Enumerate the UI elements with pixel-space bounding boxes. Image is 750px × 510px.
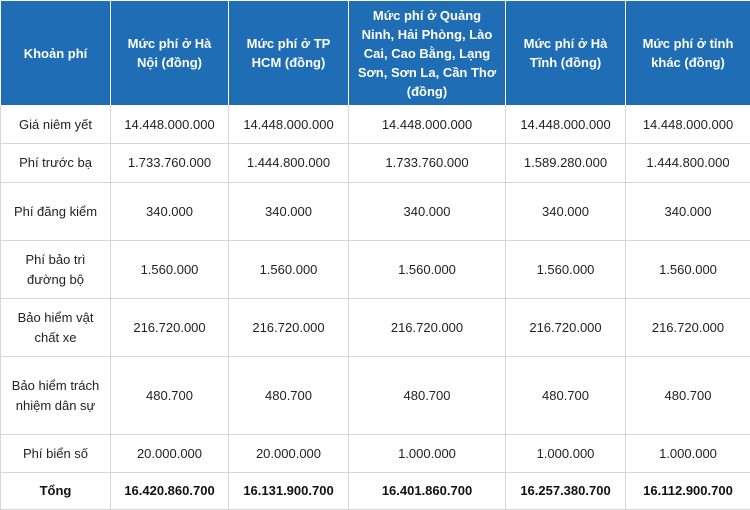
table-cell: 14.448.000.000: [506, 106, 626, 144]
table-row: Phí bảo trì đường bộ 1.560.000 1.560.000…: [1, 241, 750, 299]
row-label: Phí đăng kiểm: [1, 183, 111, 241]
table-cell: 480.700: [229, 357, 349, 435]
table-cell: 20.000.000: [229, 435, 349, 473]
table-cell: 1.733.760.000: [111, 144, 229, 183]
table-cell: 1.444.800.000: [626, 144, 750, 183]
table-cell: 1.560.000: [111, 241, 229, 299]
table-cell: 216.720.000: [229, 299, 349, 357]
table-cell: 20.000.000: [111, 435, 229, 473]
header-quang-ninh-group: Mức phí ở Quảng Ninh, Hải Phòng, Lào Cai…: [349, 1, 506, 106]
header-row: Khoản phí Mức phí ở Hà Nội (đồng) Mức ph…: [1, 1, 750, 106]
table-cell: 14.448.000.000: [229, 106, 349, 144]
table-cell: 1.733.760.000: [349, 144, 506, 183]
table-cell: 1.000.000: [506, 435, 626, 473]
table-cell: 1.000.000: [626, 435, 750, 473]
table-cell: 14.448.000.000: [111, 106, 229, 144]
header-ha-tinh: Mức phí ở Hà Tĩnh (đồng): [506, 1, 626, 106]
row-label: Giá niêm yết: [1, 106, 111, 144]
header-other-provinces: Mức phí ở tỉnh khác (đồng): [626, 1, 750, 106]
table-cell: 1.560.000: [626, 241, 750, 299]
total-cell: 16.257.380.700: [506, 473, 626, 510]
table-cell: 480.700: [349, 357, 506, 435]
header-fee-type: Khoản phí: [1, 1, 111, 106]
table-cell: 340.000: [229, 183, 349, 241]
total-cell: 16.401.860.700: [349, 473, 506, 510]
table-row: Bảo hiểm vật chất xe 216.720.000 216.720…: [1, 299, 750, 357]
total-row: Tổng 16.420.860.700 16.131.900.700 16.40…: [1, 473, 750, 510]
total-cell: 16.131.900.700: [229, 473, 349, 510]
header-ha-noi: Mức phí ở Hà Nội (đồng): [111, 1, 229, 106]
total-label: Tổng: [1, 473, 111, 510]
table-row: Phí biển số 20.000.000 20.000.000 1.000.…: [1, 435, 750, 473]
table-cell: 340.000: [349, 183, 506, 241]
total-cell: 16.420.860.700: [111, 473, 229, 510]
table-cell: 480.700: [506, 357, 626, 435]
table-cell: 1.589.280.000: [506, 144, 626, 183]
table-row: Phí đăng kiểm 340.000 340.000 340.000 34…: [1, 183, 750, 241]
row-label: Phí trước bạ: [1, 144, 111, 183]
row-label: Phí bảo trì đường bộ: [1, 241, 111, 299]
table-cell: 216.720.000: [626, 299, 750, 357]
row-label: Bảo hiểm trách nhiệm dân sự: [1, 357, 111, 435]
table-cell: 340.000: [626, 183, 750, 241]
table-cell: 1.444.800.000: [229, 144, 349, 183]
header-tp-hcm: Mức phí ở TP HCM (đồng): [229, 1, 349, 106]
table-cell: 1.000.000: [349, 435, 506, 473]
table-cell: 340.000: [506, 183, 626, 241]
table-cell: 480.700: [626, 357, 750, 435]
row-label: Phí biển số: [1, 435, 111, 473]
table-cell: 340.000: [111, 183, 229, 241]
total-cell: 16.112.900.700: [626, 473, 750, 510]
table-cell: 480.700: [111, 357, 229, 435]
table-cell: 216.720.000: [506, 299, 626, 357]
table-row: Phí trước bạ 1.733.760.000 1.444.800.000…: [1, 144, 750, 183]
table-cell: 216.720.000: [349, 299, 506, 357]
table-row: Bảo hiểm trách nhiệm dân sự 480.700 480.…: [1, 357, 750, 435]
table-cell: 1.560.000: [349, 241, 506, 299]
row-label: Bảo hiểm vật chất xe: [1, 299, 111, 357]
table-cell: 14.448.000.000: [626, 106, 750, 144]
table-cell: 1.560.000: [506, 241, 626, 299]
table-cell: 216.720.000: [111, 299, 229, 357]
table-cell: 14.448.000.000: [349, 106, 506, 144]
table-row: Giá niêm yết 14.448.000.000 14.448.000.0…: [1, 106, 750, 144]
table-cell: 1.560.000: [229, 241, 349, 299]
